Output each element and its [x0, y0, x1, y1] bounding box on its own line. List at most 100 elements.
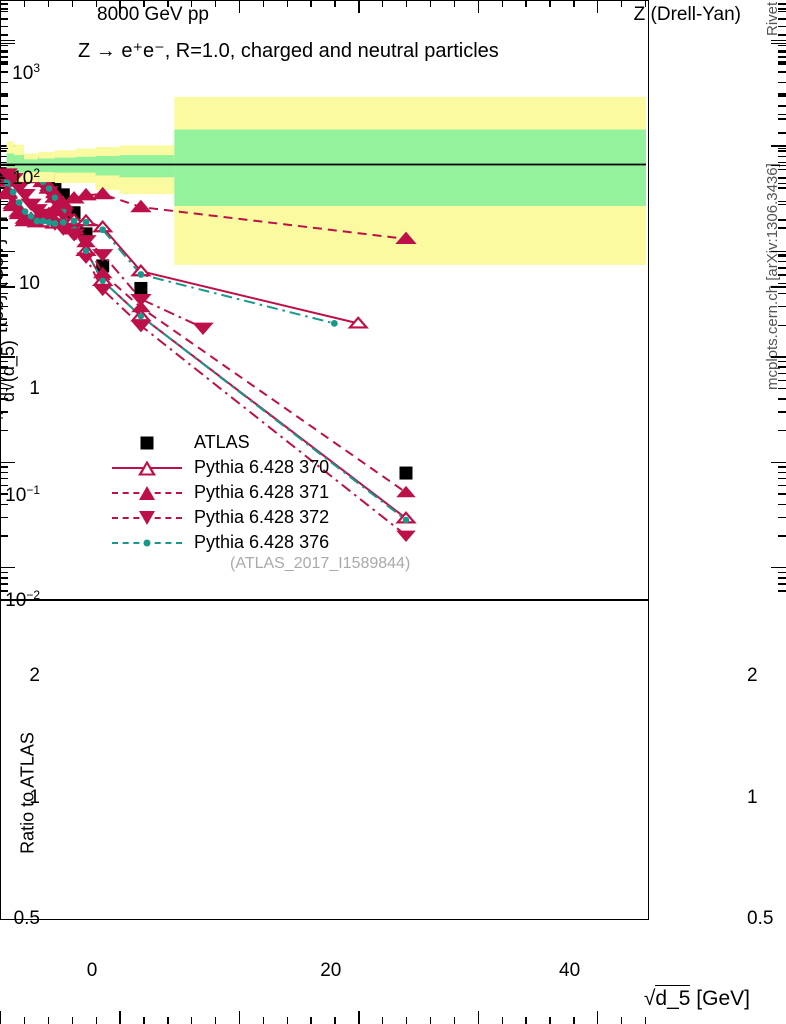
axis-tick: [95, 1017, 97, 1024]
ratio-marker-up-triangle: [130, 199, 152, 213]
axis-tick: [47, 0, 50, 7]
main-y-tick-label: 10−2: [5, 587, 40, 612]
legend-item-0[interactable]: ATLAS: [110, 430, 329, 455]
ratio-marker-down-triangle: [130, 293, 152, 307]
axis-tick: [778, 132, 786, 134]
x-axis-title: √d_5 [GeV]: [644, 985, 750, 1011]
axis-tick: [477, 0, 480, 13]
axis-tick: [778, 227, 786, 229]
axis-tick: [0, 50, 8, 52]
main-y-tick-label: 102: [12, 166, 40, 190]
axis-tick: [0, 356, 15, 358]
axis-tick: [778, 61, 786, 63]
ratio-marker-down-triangle: [63, 228, 85, 241]
axis-tick: [501, 0, 503, 7]
axis-tick: [778, 324, 786, 326]
ratio-plot-series-layer: [0, 96, 646, 336]
axis-tick: [191, 1017, 193, 1024]
axis-tick: [0, 71, 8, 73]
ratio-marker-dot: [39, 217, 47, 225]
legend-item-2[interactable]: Pythia 6.428 371: [110, 480, 329, 505]
axis-tick: [778, 577, 786, 579]
ratio-marker-dot: [33, 217, 41, 225]
axis-tick: [0, 305, 8, 308]
axis-tick: [778, 571, 786, 574]
axis-tick: [778, 25, 786, 28]
x-axis-unit: [GeV]: [696, 987, 750, 1010]
axis-tick: [0, 255, 8, 258]
atlas-key: [110, 432, 184, 454]
axis-tick: [778, 471, 786, 474]
axis-tick: [0, 200, 8, 202]
legend: ATLAS Pythia 6.428 370 Pythia 6.428 371 Pyt…: [110, 430, 329, 555]
axis-tick: [771, 567, 786, 569]
legend-dot-marker: [143, 539, 151, 546]
legend-item-4[interactable]: Pythia 6.428 376: [110, 530, 329, 555]
axis-tick: [778, 292, 786, 295]
axis-tick: [778, 10, 786, 13]
ratio-marker-dot: [15, 199, 23, 207]
axis-tick: [501, 1017, 503, 1024]
axis-tick: [262, 0, 265, 7]
axis-tick: [0, 493, 8, 495]
axis-tick: [771, 461, 786, 464]
ratio-y-tick-label-left: 1: [29, 786, 40, 808]
axis-tick: [573, 0, 575, 7]
axis-tick: [0, 516, 8, 519]
axis-tick: [0, 398, 8, 400]
axis-tick: [620, 1017, 623, 1024]
axis-tick: [778, 93, 786, 95]
marker-dot: [82, 247, 90, 255]
axis-tick: [0, 147, 8, 150]
ratio-marker-down-triangle: [92, 249, 114, 262]
axis-tick: [778, 282, 786, 284]
axis-tick: [0, 155, 8, 158]
axis-tick: [0, 571, 8, 574]
ratio-marker-dot: [82, 218, 90, 226]
axis-tick: [358, 1011, 360, 1024]
axis-tick: [0, 387, 8, 390]
axis-tick: [0, 379, 8, 382]
axis-tick: [143, 1017, 145, 1024]
axis-tick: [778, 3, 786, 5]
axis-tick: [47, 1017, 50, 1024]
axis-tick: [238, 0, 241, 13]
atlas-data-point: [134, 281, 148, 295]
axis-tick: [778, 267, 786, 269]
axis-tick: [382, 1017, 384, 1024]
main-y-tick-label: 1: [29, 378, 40, 400]
axis-tick: [167, 1017, 169, 1024]
axis-tick: [778, 379, 786, 382]
axis-tick: [0, 177, 8, 179]
axis-tick: [778, 583, 786, 585]
axis-tick: [0, 286, 8, 288]
axis-tick: [453, 0, 456, 7]
ratio-marker-up-triangle: [395, 231, 417, 245]
legend-item-1[interactable]: Pythia 6.428 370: [110, 455, 329, 480]
axis-tick: [778, 200, 786, 202]
legend-item-3[interactable]: Pythia 6.428 372: [110, 505, 329, 530]
axis-tick: [778, 477, 786, 480]
marker-up-triangle: [131, 300, 151, 313]
legend-up-triangle-marker: [139, 485, 155, 500]
green-band: [6, 153, 15, 173]
ratio-marker-dot: [330, 319, 338, 327]
x-tick-label: 0: [86, 960, 98, 981]
axis-tick: [23, 0, 26, 7]
green-band: [23, 159, 39, 173]
ratio-marker-down-triangle: [2, 173, 24, 186]
axis-tick: [23, 1017, 26, 1024]
marker-dot: [45, 185, 53, 192]
axis-tick: [0, 477, 8, 480]
marker-dot: [99, 277, 106, 285]
axis-tick: [0, 485, 8, 487]
axis-tick: [778, 187, 786, 189]
axis-tick: [771, 164, 786, 166]
axis-tick: [429, 1017, 432, 1024]
header-process-label: Z (Drell-Yan): [633, 4, 741, 25]
axis-tick: [0, 361, 8, 363]
axis-tick: [0, 105, 8, 107]
axis-tick: [0, 324, 8, 326]
